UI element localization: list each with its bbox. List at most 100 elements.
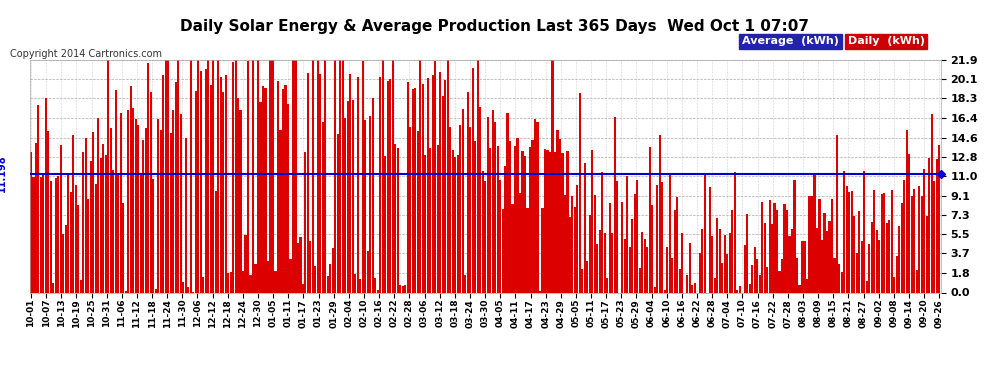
Bar xyxy=(776,210,778,292)
Bar xyxy=(435,61,437,292)
Bar xyxy=(574,207,576,292)
Bar xyxy=(172,110,174,292)
Bar xyxy=(919,186,921,292)
Bar xyxy=(546,150,548,292)
Bar xyxy=(207,60,209,292)
Bar xyxy=(826,231,828,292)
Bar xyxy=(868,244,870,292)
Bar xyxy=(210,85,212,292)
Bar xyxy=(901,203,903,292)
Bar xyxy=(653,286,655,292)
Bar xyxy=(804,241,806,292)
Bar xyxy=(212,60,214,292)
Bar xyxy=(125,291,127,292)
Bar xyxy=(327,276,329,292)
Bar xyxy=(886,223,888,292)
Bar xyxy=(796,258,798,292)
Bar xyxy=(497,146,499,292)
Bar xyxy=(586,261,588,292)
Bar xyxy=(133,108,135,292)
Bar xyxy=(644,239,645,292)
Bar xyxy=(35,143,37,292)
Bar xyxy=(548,152,551,292)
Bar xyxy=(461,109,463,292)
Bar xyxy=(599,230,601,292)
Bar xyxy=(522,151,524,292)
Bar xyxy=(544,149,546,292)
Bar xyxy=(731,210,734,292)
Bar xyxy=(834,258,836,292)
Bar xyxy=(554,152,556,292)
Bar xyxy=(374,278,376,292)
Bar xyxy=(689,243,691,292)
Bar xyxy=(54,178,57,292)
Bar xyxy=(282,88,284,292)
Bar xyxy=(551,60,553,292)
Bar xyxy=(167,60,169,292)
Bar xyxy=(190,60,192,292)
Bar xyxy=(637,180,639,292)
Bar xyxy=(50,181,51,292)
Bar xyxy=(235,60,237,292)
Bar xyxy=(297,243,299,292)
Bar xyxy=(766,267,768,292)
Bar xyxy=(237,98,240,292)
Bar xyxy=(122,202,125,292)
Bar xyxy=(100,158,102,292)
Bar xyxy=(681,233,683,292)
Bar xyxy=(177,60,179,292)
Bar xyxy=(476,60,479,292)
Bar xyxy=(845,186,848,292)
Bar xyxy=(556,130,558,292)
Bar xyxy=(48,130,50,292)
Bar xyxy=(701,230,703,292)
Bar xyxy=(596,244,598,292)
Bar xyxy=(624,239,626,292)
Bar xyxy=(924,169,926,292)
Bar xyxy=(724,235,726,292)
Bar xyxy=(169,133,171,292)
Bar xyxy=(407,82,409,292)
Bar xyxy=(898,226,900,292)
Bar xyxy=(402,286,404,292)
Bar xyxy=(863,171,865,292)
Bar xyxy=(377,290,379,292)
Bar xyxy=(287,105,289,292)
Bar xyxy=(529,147,531,292)
Bar xyxy=(220,76,222,292)
Bar xyxy=(734,172,736,292)
Bar xyxy=(337,134,339,292)
Bar xyxy=(778,271,780,292)
Bar xyxy=(559,139,561,292)
Bar xyxy=(786,210,788,292)
Bar xyxy=(182,282,184,292)
Bar xyxy=(811,196,813,292)
Bar xyxy=(187,287,189,292)
Bar xyxy=(217,60,219,292)
Bar xyxy=(346,101,348,292)
Bar xyxy=(908,154,911,292)
Bar xyxy=(145,128,147,292)
Bar xyxy=(184,138,187,292)
Bar xyxy=(691,285,693,292)
Bar xyxy=(394,144,396,292)
Bar xyxy=(382,60,384,292)
Bar xyxy=(571,195,573,292)
Bar xyxy=(242,271,245,292)
Bar xyxy=(399,285,401,292)
Bar xyxy=(699,253,701,292)
Bar xyxy=(359,279,361,292)
Bar xyxy=(743,245,745,292)
Bar xyxy=(484,181,486,292)
Bar xyxy=(517,138,519,292)
Bar xyxy=(157,119,159,292)
Bar xyxy=(858,211,860,292)
Bar xyxy=(646,248,648,292)
Bar xyxy=(519,193,521,292)
Bar xyxy=(737,290,739,292)
Bar xyxy=(758,275,760,292)
Bar xyxy=(120,113,122,292)
Bar xyxy=(627,177,629,292)
Bar xyxy=(589,214,591,292)
Bar xyxy=(317,60,319,292)
